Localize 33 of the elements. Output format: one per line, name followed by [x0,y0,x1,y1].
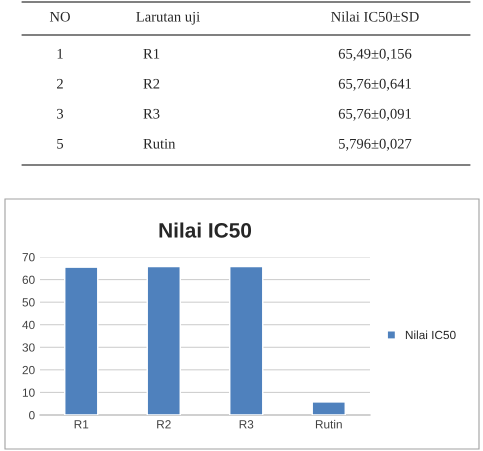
text: 2 [56,78,63,89]
chart-title: Nilai IC50 [160,222,252,238]
y-tick-label: 10 [22,388,35,397]
x-tick-label: Rutin [316,420,342,429]
text: R1 [143,48,160,59]
x-tick-label: R2 [157,420,171,428]
text: R2 [143,78,160,89]
y-tick-label: 20 [22,366,35,374]
y-tick-label: 60 [22,276,35,284]
text: 1 [58,48,63,59]
bar [312,401,346,415]
y-tick-label: 40 [22,320,35,330]
text: 65,49±0,156 [338,48,412,61]
text: Rutin [143,138,176,149]
legend-label: Nilai IC50 [406,330,456,340]
text: Nilai IC50±SD [331,11,419,22]
y-tick-label: 70 [22,253,35,262]
y-tick-label: 0 [29,411,35,420]
text: R3 [143,108,160,119]
text: 3 [57,108,64,119]
text: 5 [57,138,64,149]
y-tick-label: 50 [22,298,35,307]
bar [229,266,264,415]
text: 65,76±0,091 [338,108,411,121]
text: 65,76±0,641 [338,78,411,91]
bar [146,266,181,415]
x-tick-label: R1 [74,420,88,428]
y-tick-label: 30 [22,343,35,352]
text: NO [50,12,70,22]
text: 5,796±0,027 [339,138,412,151]
bar [64,266,98,415]
text: Larutan uji [136,12,200,25]
x-tick-label: R3 [240,420,254,429]
